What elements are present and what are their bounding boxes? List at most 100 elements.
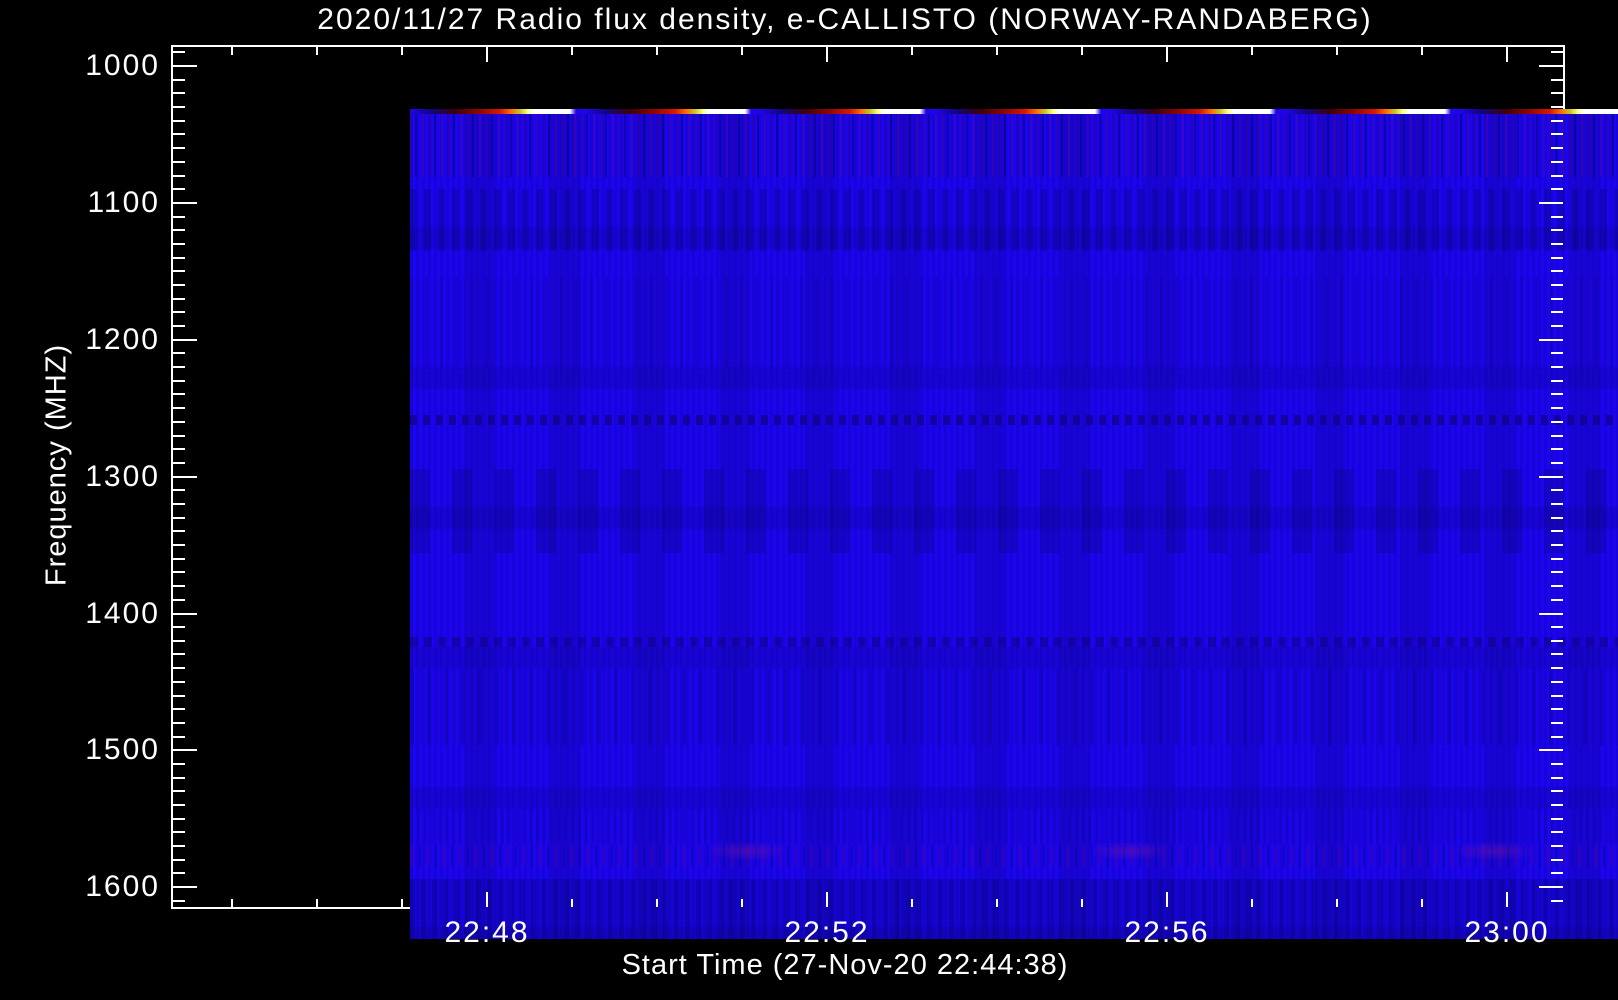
axis-tick xyxy=(1551,448,1563,450)
axis-tick xyxy=(173,380,185,382)
axis-tick xyxy=(1551,120,1563,122)
axis-tick xyxy=(1539,886,1563,888)
axis-tick xyxy=(173,585,185,587)
axis-tick xyxy=(911,899,913,907)
interference-blob xyxy=(706,841,790,861)
axis-tick xyxy=(1251,47,1253,55)
axis-tick xyxy=(173,106,185,108)
x-tick-label: 22:56 xyxy=(1124,916,1210,949)
axis-tick xyxy=(1551,653,1563,655)
axis-tick xyxy=(173,51,185,53)
axis-tick xyxy=(826,47,828,62)
axis-tick xyxy=(1336,899,1338,907)
x-axis-title: Start Time (27-Nov-20 22:44:38) xyxy=(621,949,1069,981)
axis-tick xyxy=(1551,147,1563,149)
axis-tick xyxy=(401,899,403,907)
axis-tick xyxy=(173,476,197,478)
axis-tick xyxy=(173,544,185,546)
y-tick-label: 1100 xyxy=(87,186,160,219)
axis-tick xyxy=(173,667,185,669)
axis-tick xyxy=(1506,47,1508,62)
y-tick-label: 1600 xyxy=(85,870,160,903)
spectrogram-data-area xyxy=(410,109,1618,939)
axis-tick xyxy=(173,311,185,313)
axis-tick xyxy=(173,147,185,149)
axis-tick xyxy=(173,216,185,218)
axis-tick xyxy=(316,899,318,907)
axis-tick xyxy=(1551,298,1563,300)
axis-tick xyxy=(173,120,185,122)
axis-tick xyxy=(173,558,185,560)
axis-tick xyxy=(1539,339,1563,341)
axis-tick xyxy=(1551,571,1563,573)
axis-tick xyxy=(1551,257,1563,259)
axis-tick xyxy=(1251,899,1253,907)
axis-tick xyxy=(316,47,318,55)
axis-tick xyxy=(1551,900,1563,902)
axis-tick xyxy=(173,298,185,300)
axis-tick xyxy=(1551,585,1563,587)
axis-tick xyxy=(656,899,658,907)
axis-tick xyxy=(1551,462,1563,464)
axis-tick xyxy=(1539,749,1563,751)
axis-tick xyxy=(1551,804,1563,806)
axis-tick xyxy=(1551,626,1563,628)
axis-tick xyxy=(173,900,185,902)
axis-tick xyxy=(173,489,185,491)
interference-blob xyxy=(1452,841,1536,861)
axis-tick xyxy=(1539,476,1563,478)
burst-streaks xyxy=(410,109,1618,114)
axis-tick xyxy=(1551,270,1563,272)
axis-tick xyxy=(173,790,185,792)
axis-tick xyxy=(173,284,185,286)
interference-band-1560mhz xyxy=(410,845,1618,867)
axis-tick xyxy=(1551,530,1563,532)
axis-tick xyxy=(173,571,185,573)
axis-tick xyxy=(1551,777,1563,779)
axis-tick xyxy=(996,47,998,55)
axis-tick xyxy=(173,777,185,779)
axis-tick xyxy=(173,65,197,67)
texture-band xyxy=(410,109,1618,177)
axis-tick xyxy=(173,243,185,245)
axis-tick xyxy=(1551,558,1563,560)
texture-band xyxy=(410,879,1618,939)
axis-tick xyxy=(1551,681,1563,683)
y-axis-title: Frequency (MHZ) xyxy=(40,343,73,587)
texture-band xyxy=(410,809,1618,843)
axis-tick xyxy=(1551,722,1563,724)
axis-tick xyxy=(173,599,185,601)
axis-tick xyxy=(996,899,998,907)
axis-tick xyxy=(571,47,573,55)
y-tick-label: 1400 xyxy=(85,597,160,630)
axis-tick xyxy=(1551,489,1563,491)
texture-band xyxy=(410,669,1618,745)
axis-tick xyxy=(826,892,828,907)
axis-tick xyxy=(173,736,185,738)
axis-tick xyxy=(1551,92,1563,94)
interference-band-1400mhz xyxy=(410,637,1618,647)
axis-tick xyxy=(1551,311,1563,313)
axis-tick xyxy=(173,257,185,259)
axis-tick xyxy=(173,366,185,368)
axis-tick xyxy=(231,899,233,907)
axis-tick xyxy=(1539,613,1563,615)
axis-tick xyxy=(1551,393,1563,395)
axis-tick xyxy=(173,92,185,94)
axis-tick xyxy=(173,804,185,806)
x-tick-label: 22:48 xyxy=(444,916,530,949)
axis-tick xyxy=(173,202,197,204)
plot-frame xyxy=(171,45,1618,939)
axis-tick xyxy=(173,462,185,464)
axis-tick xyxy=(1551,435,1563,437)
interference-blob xyxy=(1088,841,1172,861)
axis-tick xyxy=(1551,831,1563,833)
axis-tick xyxy=(1551,133,1563,135)
axis-tick xyxy=(571,899,573,907)
axis-tick xyxy=(1551,667,1563,669)
y-tick-label: 1300 xyxy=(85,460,160,493)
axis-tick xyxy=(486,47,488,62)
axis-tick xyxy=(1551,708,1563,710)
axis-tick xyxy=(173,339,197,341)
axis-tick xyxy=(173,818,185,820)
